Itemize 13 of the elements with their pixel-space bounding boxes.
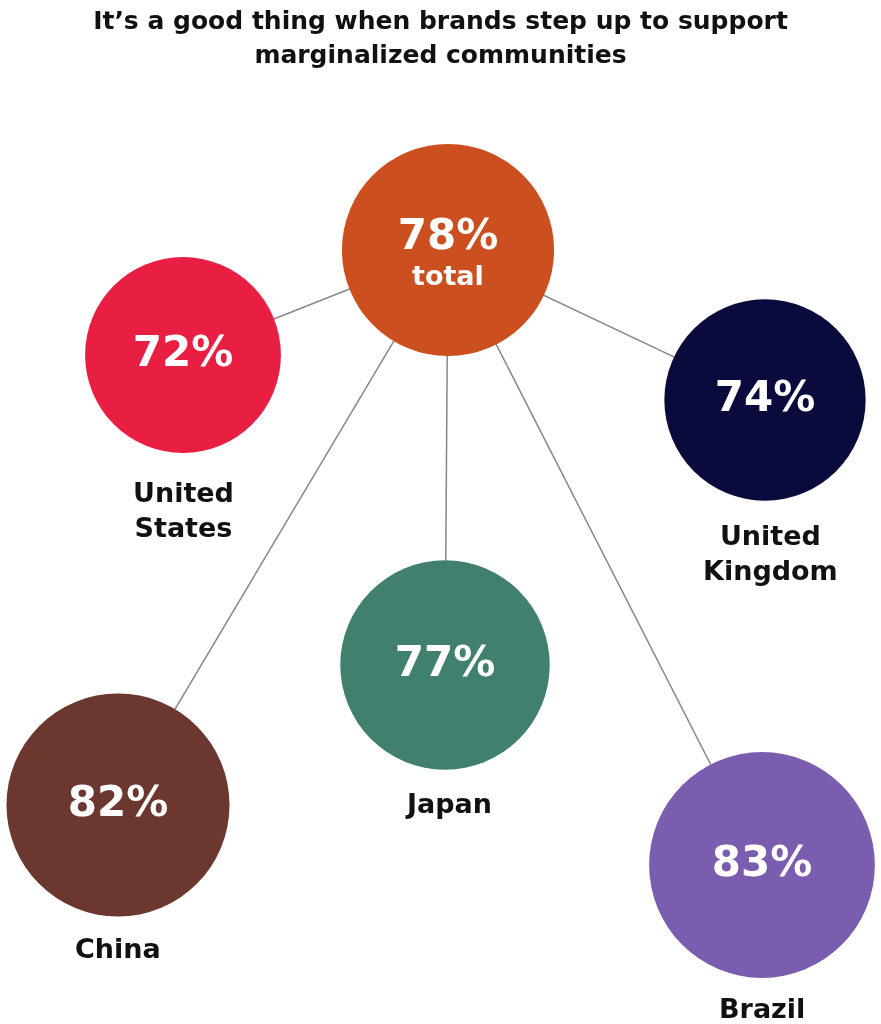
text: It’s a good thing when brands step up to support marginalized communities [92, 5, 789, 71]
category-label: Brazil [719, 993, 806, 1024]
data-label: 78% [397, 209, 499, 259]
category-label: China [75, 933, 161, 964]
data-label: 72% [132, 326, 234, 376]
data-label: 82% [67, 776, 169, 826]
data-label: 74% [714, 371, 816, 421]
category-label: United Kingdom [703, 520, 838, 587]
category-label: Japan [405, 788, 493, 819]
category-label: United States [133, 477, 234, 544]
category-label: total [412, 260, 484, 291]
data-label: 83% [711, 836, 813, 886]
data-label: 77% [394, 636, 496, 686]
